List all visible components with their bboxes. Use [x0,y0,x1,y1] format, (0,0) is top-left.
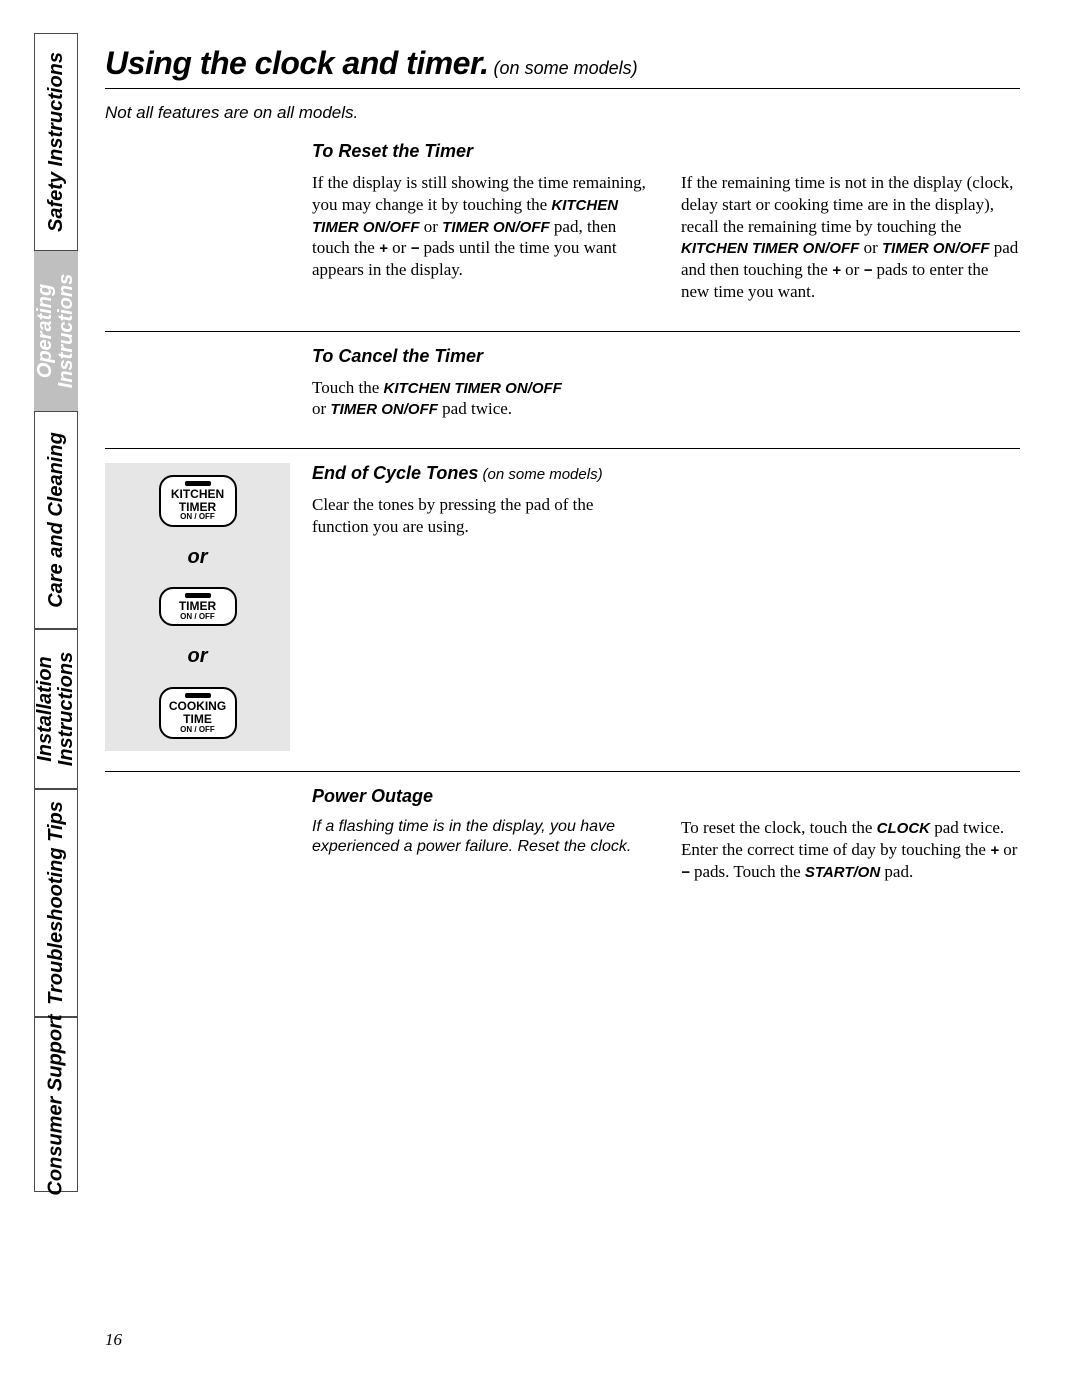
tab-troubleshooting: Troubleshooting Tips [34,789,78,1017]
reset-col2: If the remaining time is not in the disp… [681,172,1020,313]
tab-label: Care and Cleaning [46,432,66,608]
or-label: or [188,546,208,569]
tab-label: Consumer Support [46,1014,66,1195]
tab-safety: Safety Instructions [34,33,78,251]
models-note: Not all features are on all models. [105,103,1020,123]
reset-col1: If the display is still showing the time… [312,172,651,313]
page-number: 16 [105,1330,122,1350]
manual-page: Safety Instructions Operating Instructio… [0,0,1080,1397]
section-tones: KITCHEN TIMER ON / OFF or TIMER ON / OFF… [105,463,1020,753]
heading-cancel: To Cancel the Timer [312,346,1020,367]
tab-label: Troubleshooting Tips [46,801,66,1005]
page-content: Using the clock and timer. (on some mode… [105,45,1020,892]
tab-label: Operating Instructions [35,274,77,388]
heading-reset: To Reset the Timer [312,141,1020,162]
tab-label: Safety Instructions [46,52,66,232]
tab-operating: Operating Instructions [34,251,78,411]
tab-label: Installation Instructions [35,652,77,766]
outage-col2: To reset the clock, touch the CLOCK pad … [681,817,1020,892]
cooking-time-pad-icon: COOKING TIME ON / OFF [159,687,237,739]
or-label: or [188,645,208,668]
pad-diagram: KITCHEN TIMER ON / OFF or TIMER ON / OFF… [105,463,290,751]
section-power-outage: Power Outage If a flashing time is in th… [105,786,1020,892]
tab-care: Care and Cleaning [34,411,78,629]
title-rule [105,88,1020,89]
side-tabs: Safety Instructions Operating Instructio… [34,33,78,1193]
divider [105,331,1020,332]
divider [105,448,1020,449]
heading-tones: End of Cycle Tones (on some models) [312,463,1020,484]
cancel-col: Touch the KITCHEN TIMER ON/OFF or TIMER … [312,377,651,431]
heading-outage: Power Outage [312,786,1020,807]
outage-col1: If a flashing time is in the display, yo… [312,817,651,892]
tab-installation: Installation Instructions [34,629,78,789]
divider [105,771,1020,772]
page-title: Using the clock and timer. (on some mode… [105,45,1020,82]
timer-pad-icon: TIMER ON / OFF [159,587,237,626]
section-reset-timer: To Reset the Timer If the display is sti… [105,141,1020,313]
tab-consumer-support: Consumer Support [34,1017,78,1192]
tones-col: Clear the tones by pressing the pad of t… [312,494,651,548]
section-cancel-timer: To Cancel the Timer Touch the KITCHEN TI… [105,346,1020,431]
kitchen-timer-pad-icon: KITCHEN TIMER ON / OFF [159,475,237,527]
